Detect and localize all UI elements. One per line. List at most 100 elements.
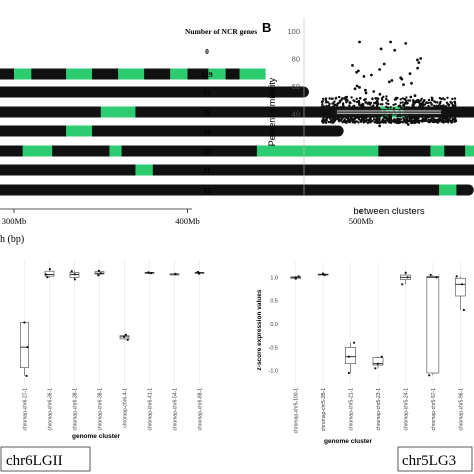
similarity-point — [344, 96, 347, 99]
similarity-point — [399, 115, 402, 118]
x-tick-label: chromap-chr5-57-1 — [431, 388, 437, 431]
outlier-point — [419, 57, 423, 60]
similarity-point — [368, 106, 371, 110]
similarity-point — [406, 101, 409, 105]
x-tick-label: chromap-chr6-38-1 — [73, 388, 79, 431]
similarity-point — [341, 103, 345, 107]
similarity-point — [430, 116, 434, 120]
similarity-point — [359, 119, 362, 122]
data-point — [48, 268, 52, 271]
similarity-point — [446, 114, 450, 117]
similarity-point — [365, 101, 368, 104]
ncr-count: 76 — [203, 108, 211, 117]
chromosome-bar — [0, 184, 474, 196]
outlier-point — [410, 81, 413, 85]
y-tick-label-d: -0.5 — [269, 345, 278, 351]
similarity-point — [334, 96, 338, 100]
outlier-point — [390, 79, 394, 82]
ncr-region — [208, 68, 226, 80]
similarity-point — [388, 117, 391, 120]
similarity-point — [427, 98, 431, 102]
similarity-point — [365, 115, 368, 118]
y-axis-b: 40 60 80 100 — [287, 18, 305, 195]
x-tick-label: chromap-chr6-41-1 — [148, 388, 154, 431]
similarity-point — [353, 121, 356, 124]
similarity-point — [453, 102, 457, 105]
similarity-point — [333, 100, 336, 103]
outlier-point — [408, 72, 412, 75]
similarity-point — [354, 116, 358, 119]
x-tick-label: chromap-chr5-2B-1 — [321, 388, 327, 431]
similarity-point — [338, 116, 341, 120]
y-axis-d: 1.0 0.5 0.0 -0.5 -1.0 — [269, 275, 278, 374]
x-tick-label: chromap-chr5-21-1 — [349, 388, 355, 431]
similarity-point — [385, 97, 388, 101]
similarity-point — [372, 118, 376, 121]
data-point — [198, 271, 201, 274]
outlier-point — [370, 73, 373, 77]
similarity-point — [377, 117, 380, 120]
title-d: chr5LG3 — [402, 453, 456, 469]
similarity-point — [335, 103, 338, 106]
ncr-region — [239, 68, 266, 80]
ncr-region — [170, 68, 188, 80]
similarity-point — [364, 119, 367, 122]
similarity-point — [451, 108, 454, 112]
similarity-point — [323, 112, 326, 115]
similarity-point — [324, 97, 328, 100]
data-point — [73, 273, 76, 276]
outlier-point — [351, 64, 354, 67]
similarity-point — [337, 120, 341, 123]
chromosome-panel: Number of NCR genes 0 129 12 76 19 101 11 12 30… — [0, 27, 474, 245]
similarity-point — [411, 103, 415, 106]
similarity-point — [392, 107, 396, 110]
data-point — [435, 276, 438, 279]
similarity-point — [446, 96, 449, 100]
similarity-point — [439, 107, 442, 110]
similarity-point — [328, 97, 331, 100]
outlier-point — [374, 101, 378, 104]
similarity-point — [321, 100, 324, 103]
chromosome-bar — [0, 125, 344, 137]
outlier-point — [387, 80, 391, 84]
outlier-point — [389, 40, 392, 44]
y-axis-label-b: Percent similarity — [267, 77, 277, 146]
similarity-point — [325, 119, 328, 122]
outlier-point — [355, 84, 359, 88]
similarity-point — [345, 101, 348, 104]
similarity-point — [387, 102, 390, 106]
similarity-point — [339, 106, 343, 109]
similarity-point — [429, 101, 432, 104]
similarity-point — [385, 105, 388, 109]
similarity-point — [451, 107, 455, 110]
x-axis-label-c: genome cluster — [72, 433, 121, 440]
similarity-point — [348, 104, 351, 107]
similarity-point — [356, 100, 359, 104]
similarity-point — [322, 108, 326, 112]
similarity-point — [357, 116, 360, 119]
similarity-point — [355, 120, 358, 123]
similarity-point — [433, 100, 436, 103]
similarity-point — [415, 119, 419, 122]
similarity-point — [388, 115, 391, 118]
similarity-point — [438, 96, 442, 100]
ncr-count: 19 — [203, 127, 211, 136]
similarity-point — [368, 103, 372, 106]
similarity-point — [338, 95, 341, 99]
similarity-point — [352, 99, 355, 102]
data-point — [322, 273, 325, 276]
similarity-point — [437, 104, 440, 108]
data-point — [347, 371, 350, 375]
similarity-point — [384, 116, 388, 119]
similarity-point — [425, 101, 428, 104]
data-point — [401, 283, 404, 286]
data-point — [25, 374, 28, 377]
similarity-point — [328, 116, 331, 119]
similarity-point — [362, 119, 366, 122]
similarity-point — [331, 108, 334, 112]
y-tick-label-b: 100 — [287, 27, 300, 36]
y-axis-label-d: z-score expression values — [256, 289, 263, 370]
data-point — [26, 346, 29, 349]
similarity-point — [394, 103, 397, 106]
box — [20, 322, 29, 368]
